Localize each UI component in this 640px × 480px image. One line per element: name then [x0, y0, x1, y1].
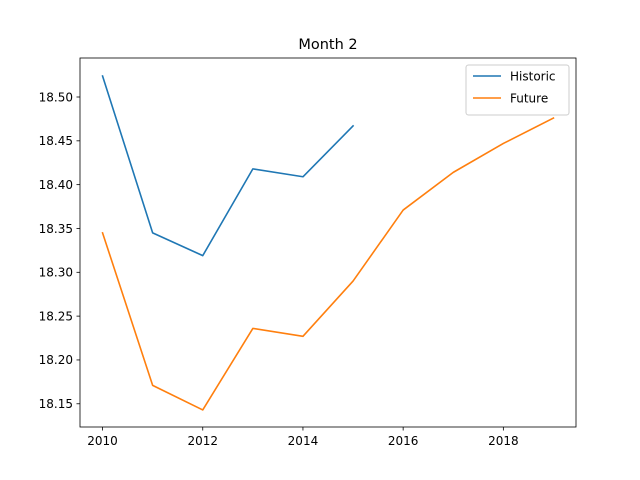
y-tick-label: 18.40	[39, 178, 73, 192]
chart-title: Month 2	[298, 37, 357, 53]
x-tick-label: 2018	[488, 434, 519, 448]
y-tick-label: 18.30	[39, 266, 73, 280]
plot-frame	[79, 57, 577, 428]
series-layer	[101, 74, 555, 411]
legend-label-future: Future	[510, 91, 548, 105]
x-tick-label: 2014	[288, 434, 319, 448]
legend-label-historic: Historic	[510, 69, 556, 83]
y-axis: 18.15 18.20 18.25 18.30 18.35 18.40 18.45 18.50	[39, 90, 80, 411]
x-tick-label: 2010	[87, 434, 118, 448]
series-line-future	[101, 116, 555, 411]
y-tick-label: 18.35	[39, 222, 73, 236]
x-tick-label: 2012	[187, 434, 218, 448]
series-historic	[101, 74, 355, 257]
y-tick-label: 18.45	[39, 134, 73, 148]
y-tick-label: 18.15	[39, 397, 73, 411]
y-tick-label: 18.25	[39, 309, 73, 323]
y-tick-label: 18.50	[39, 90, 73, 104]
x-tick-label: 2016	[388, 434, 419, 448]
series-future	[101, 116, 555, 411]
x-axis: 2010 2012 2014 2016 2018	[87, 427, 519, 448]
y-tick-label: 18.20	[39, 353, 73, 367]
legend: Historic Future	[465, 64, 570, 116]
legend-box	[465, 64, 570, 116]
series-line-historic	[101, 74, 355, 257]
